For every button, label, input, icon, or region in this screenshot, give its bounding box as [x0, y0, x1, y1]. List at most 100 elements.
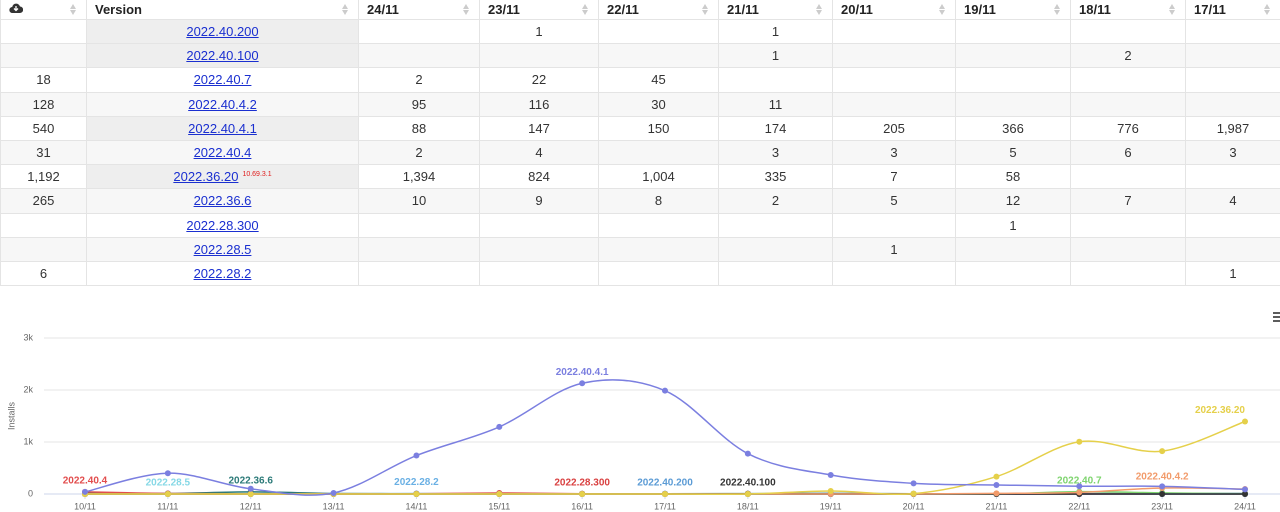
version-link[interactable]: 2022.36.6 — [193, 193, 252, 209]
count-cell: 2 — [1070, 43, 1186, 69]
table-row: 2022.40.100 1 2 — [0, 43, 1280, 69]
x-tick-label: 20/11 — [903, 501, 925, 511]
data-point — [1159, 483, 1166, 490]
count-text: 174 — [764, 120, 787, 136]
count-text: 5 — [1009, 145, 1017, 161]
count-cell — [832, 67, 956, 93]
count-cell — [358, 18, 480, 45]
count-text: 1 — [1229, 265, 1237, 281]
data-point — [82, 488, 88, 495]
count-text: 95 — [411, 96, 427, 112]
data-point — [993, 490, 1000, 497]
version-link[interactable]: 2022.40.100 — [186, 48, 259, 64]
column-header[interactable]: 24/11 — [358, 0, 480, 20]
count-cell: 1 — [718, 43, 833, 69]
count-cell: 12 — [955, 188, 1071, 214]
count-text: 3 — [890, 145, 898, 161]
count-cell: 5 — [832, 188, 956, 214]
count-cell — [479, 260, 599, 287]
versions-table: Version 24/11 23/11 22/11 21/11 20/11 19/11 18/… — [0, 0, 1280, 287]
x-tick-label: 21/11 — [985, 501, 1007, 511]
column-header[interactable]: 19/11 — [955, 0, 1071, 20]
column-header[interactable]: 23/11 — [479, 0, 599, 20]
data-point — [827, 487, 834, 494]
count-cell: 1,004 — [598, 164, 719, 190]
version-link[interactable]: 2022.40.4.2 — [188, 96, 257, 112]
count-text: 7 — [1124, 193, 1132, 209]
column-header[interactable]: 21/11 — [718, 0, 833, 20]
total-cell: 1,192 — [0, 164, 87, 190]
count-cell: 205 — [832, 115, 956, 141]
header-row: Version 24/11 23/11 22/11 21/11 20/11 19/11 18/… — [0, 0, 1280, 20]
count-text: 366 — [1002, 120, 1024, 136]
download-header[interactable] — [0, 0, 87, 20]
version-link[interactable]: 2022.28.2 — [193, 265, 252, 281]
count-cell — [1070, 18, 1186, 45]
count-cell: 3 — [832, 139, 956, 166]
chart: Installs 0 1k 2k 3k 10/11 11/11 12/11 13/11 14/1… — [6, 312, 1280, 511]
total-cell: 265 — [0, 188, 87, 214]
count-cell — [1070, 164, 1186, 190]
count-cell: 2 — [718, 188, 833, 214]
count-text: 1,394 — [402, 169, 436, 185]
column-header[interactable]: Version — [86, 0, 359, 20]
table-row: 540 2022.40.4.1 88 147 150 174 205 366 776 1,987 — [0, 115, 1280, 141]
column-header-text: 22/11 — [607, 2, 639, 17]
column-header[interactable]: 18/11 — [1070, 0, 1186, 20]
version-cell: 2022.28.300 — [86, 212, 359, 238]
table-row: 2022.40.200 1 1 — [0, 18, 1280, 45]
count-cell: 1,394 — [358, 164, 480, 190]
version-link[interactable]: 2022.40.200 — [186, 24, 259, 40]
total-cell — [0, 18, 87, 45]
count-cell — [358, 43, 480, 69]
count-cell: 776 — [1070, 115, 1186, 141]
count-text: 1 — [1009, 217, 1017, 233]
data-point — [1076, 483, 1083, 490]
count-cell: 10 — [358, 188, 480, 214]
count-cell: 5 — [955, 139, 1071, 166]
version-link[interactable]: 2022.40.4 — [193, 145, 252, 161]
column-header[interactable]: 20/11 — [832, 0, 956, 20]
count-cell — [955, 236, 1071, 262]
count-text: 1 — [535, 24, 543, 40]
count-cell: 58 — [955, 164, 1071, 190]
table-row: 18 2022.40.7 2 22 45 — [0, 67, 1280, 93]
count-cell: 3 — [1185, 139, 1280, 166]
series-label: 2022.40.4.1 — [556, 367, 609, 378]
column-header[interactable]: 17/11 — [1185, 0, 1280, 20]
version-link[interactable]: 2022.40.4.1 — [188, 120, 257, 136]
version-link[interactable]: 2022.40.7 — [193, 72, 252, 88]
y-tick-label: 1k — [23, 436, 33, 446]
count-cell: 2 — [358, 139, 480, 166]
count-text: 3 — [771, 145, 780, 161]
data-point — [1076, 438, 1083, 445]
count-cell: 1 — [479, 18, 599, 45]
count-cell: 9 — [479, 188, 599, 214]
version-link[interactable]: 2022.28.5 — [193, 241, 252, 257]
version-link[interactable]: 2022.28.300 — [186, 217, 259, 233]
count-text: 12 — [1005, 193, 1021, 209]
count-cell: 174 — [718, 115, 833, 141]
total-cell — [0, 43, 87, 69]
count-cell — [955, 18, 1071, 45]
data-point — [993, 473, 1000, 480]
x-tick-label: 18/11 — [737, 501, 759, 511]
count-cell — [1185, 67, 1280, 93]
count-text: 2 — [771, 193, 780, 209]
count-cell: 30 — [598, 91, 719, 117]
count-cell: 6 — [1070, 139, 1186, 166]
sort-arrows — [463, 4, 469, 15]
menu-icon[interactable] — [1273, 312, 1280, 322]
data-point — [330, 489, 337, 496]
count-cell — [1070, 260, 1186, 287]
column-header[interactable]: 22/11 — [598, 0, 719, 20]
count-cell: 116 — [479, 91, 599, 117]
count-cell: 1 — [955, 212, 1071, 238]
data-point — [910, 480, 917, 487]
count-text: 10 — [411, 193, 427, 209]
version-link[interactable]: 2022.36.20 — [173, 169, 239, 185]
count-cell — [479, 236, 599, 262]
x-tick-label: 24/11 — [1234, 501, 1256, 511]
version-cell: 2022.28.5 — [86, 236, 359, 262]
table-row: 6 2022.28.2 1 — [0, 260, 1280, 287]
